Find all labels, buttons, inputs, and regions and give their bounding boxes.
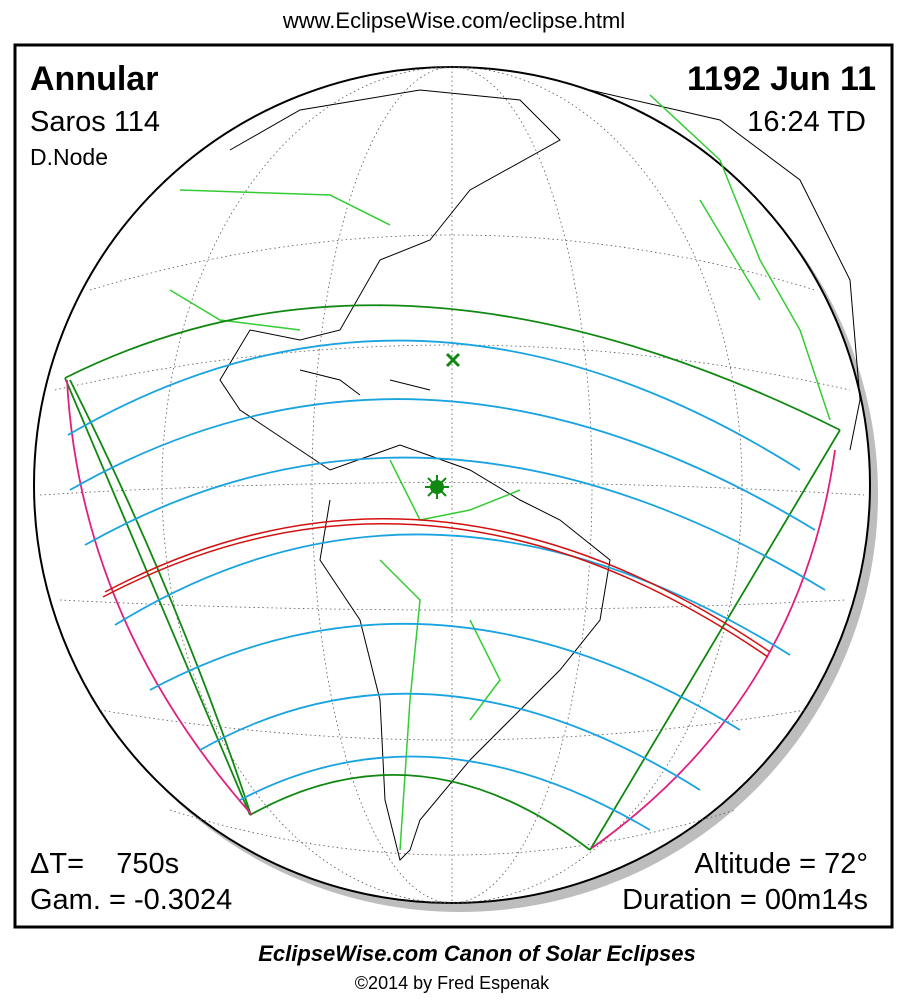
globe: [33, 66, 878, 912]
frame: [13, 43, 894, 929]
altitude: Altitude = 72°: [694, 848, 868, 880]
duration: Duration = 00m14s: [622, 884, 868, 916]
time: 16:24 TD: [747, 106, 866, 138]
delta-t: ΔT= 750s: [30, 848, 179, 880]
url: www.EclipseWise.com/eclipse.html: [282, 8, 625, 33]
saros: Saros 114: [30, 106, 160, 138]
node: D.Node: [30, 144, 108, 170]
eclipse-type: Annular: [30, 60, 158, 98]
footer-title: EclipseWise.com Canon of Solar Eclipses: [258, 941, 696, 966]
gamma: Gam. = -0.3024: [30, 884, 232, 916]
footer-credit: ©2014 by Fred Espenak: [355, 973, 550, 993]
date: 1192 Jun 11: [687, 60, 876, 98]
